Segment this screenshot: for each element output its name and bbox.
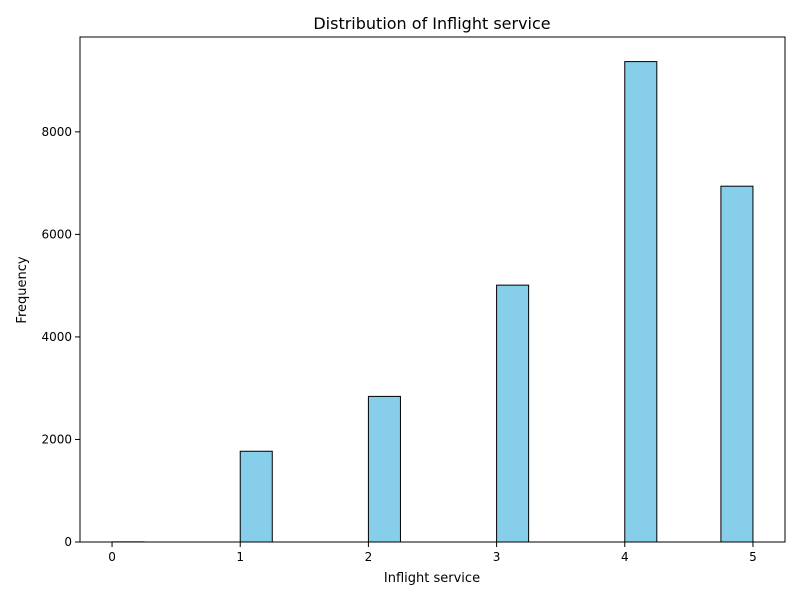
x-tick-label-2: 2 [365, 550, 373, 564]
y-tick-label-2: 4000 [41, 330, 72, 344]
chart-title: Distribution of Inflight service [313, 14, 550, 33]
y-tick-label-3: 6000 [41, 227, 72, 241]
x-tick-label-4: 4 [621, 550, 629, 564]
x-axis-label: Inflight service [384, 571, 480, 586]
x-tick-label-5: 5 [749, 550, 757, 564]
histogram-bar-2 [368, 396, 400, 542]
y-axis-label: Frequency [15, 256, 30, 323]
bars-layer [112, 62, 753, 542]
x-tick-label-0: 0 [108, 550, 116, 564]
histogram-bar-4 [625, 62, 657, 542]
y-tick-label-4: 8000 [41, 125, 72, 139]
y-tick-label-1: 2000 [41, 432, 72, 446]
histogram-bar-1 [240, 451, 272, 542]
histogram-bar-5 [721, 186, 753, 542]
x-tick-label-1: 1 [236, 550, 244, 564]
y-tick-label-0: 0 [64, 535, 72, 549]
x-tick-label-3: 3 [493, 550, 501, 564]
y-axis-ticks: 0 2000 4000 6000 8000 [41, 125, 80, 549]
plot-frame [80, 37, 785, 542]
histogram-bar-3 [497, 285, 529, 542]
x-axis-ticks: 0 1 2 3 4 5 [108, 542, 757, 564]
